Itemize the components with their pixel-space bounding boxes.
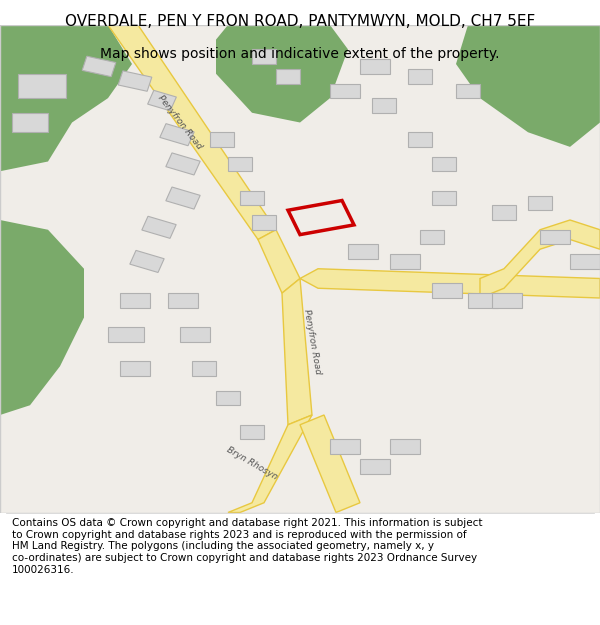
Text: Contains OS data © Crown copyright and database right 2021. This information is : Contains OS data © Crown copyright and d… — [12, 518, 482, 574]
Bar — [18, 74, 66, 98]
Polygon shape — [82, 56, 116, 77]
Bar — [492, 293, 522, 308]
Polygon shape — [142, 216, 176, 238]
Bar — [330, 84, 360, 98]
Polygon shape — [0, 25, 132, 171]
Bar — [168, 293, 198, 308]
Bar — [468, 293, 498, 308]
Bar — [12, 112, 48, 132]
Text: Map shows position and indicative extent of the property.: Map shows position and indicative extent… — [100, 47, 500, 61]
Bar — [432, 191, 456, 206]
Polygon shape — [166, 187, 200, 209]
Polygon shape — [118, 71, 152, 91]
Bar — [360, 459, 390, 474]
Bar — [228, 157, 252, 171]
Bar — [348, 244, 378, 259]
Bar — [252, 215, 276, 230]
Bar — [528, 196, 552, 210]
Bar — [120, 293, 150, 308]
Polygon shape — [216, 25, 348, 122]
Bar — [372, 98, 396, 112]
Polygon shape — [282, 279, 312, 425]
Text: Penyfron Road: Penyfron Road — [156, 94, 204, 151]
Polygon shape — [456, 25, 600, 147]
Bar — [240, 425, 264, 439]
Bar — [108, 328, 144, 342]
Polygon shape — [0, 220, 84, 415]
Bar — [456, 84, 480, 98]
Text: OVERDALE, PEN Y FRON ROAD, PANTYMWYN, MOLD, CH7 5EF: OVERDALE, PEN Y FRON ROAD, PANTYMWYN, MO… — [65, 14, 535, 29]
Polygon shape — [108, 25, 276, 239]
Polygon shape — [258, 230, 300, 293]
Polygon shape — [130, 251, 164, 272]
Bar — [252, 49, 276, 64]
Bar — [420, 230, 444, 244]
Polygon shape — [480, 220, 600, 298]
Polygon shape — [228, 415, 312, 512]
Bar — [492, 206, 516, 220]
Bar — [408, 69, 432, 84]
Bar — [540, 230, 570, 244]
Bar — [192, 361, 216, 376]
Bar — [390, 439, 420, 454]
Bar — [240, 191, 264, 206]
Bar — [360, 59, 390, 74]
Polygon shape — [300, 269, 600, 298]
Polygon shape — [166, 153, 200, 175]
Polygon shape — [160, 124, 194, 146]
Bar — [432, 283, 462, 298]
Bar — [180, 328, 210, 342]
Bar — [570, 254, 600, 269]
Bar — [210, 132, 234, 147]
Bar — [390, 254, 420, 269]
Text: Bryn Rhosyn: Bryn Rhosyn — [225, 446, 279, 482]
Bar — [408, 132, 432, 147]
Polygon shape — [148, 91, 176, 111]
Text: Penyfron Road: Penyfron Road — [302, 309, 322, 375]
Bar — [216, 391, 240, 405]
Bar — [276, 69, 300, 84]
Bar — [120, 361, 150, 376]
Bar — [330, 439, 360, 454]
Polygon shape — [300, 415, 360, 512]
Bar — [432, 157, 456, 171]
